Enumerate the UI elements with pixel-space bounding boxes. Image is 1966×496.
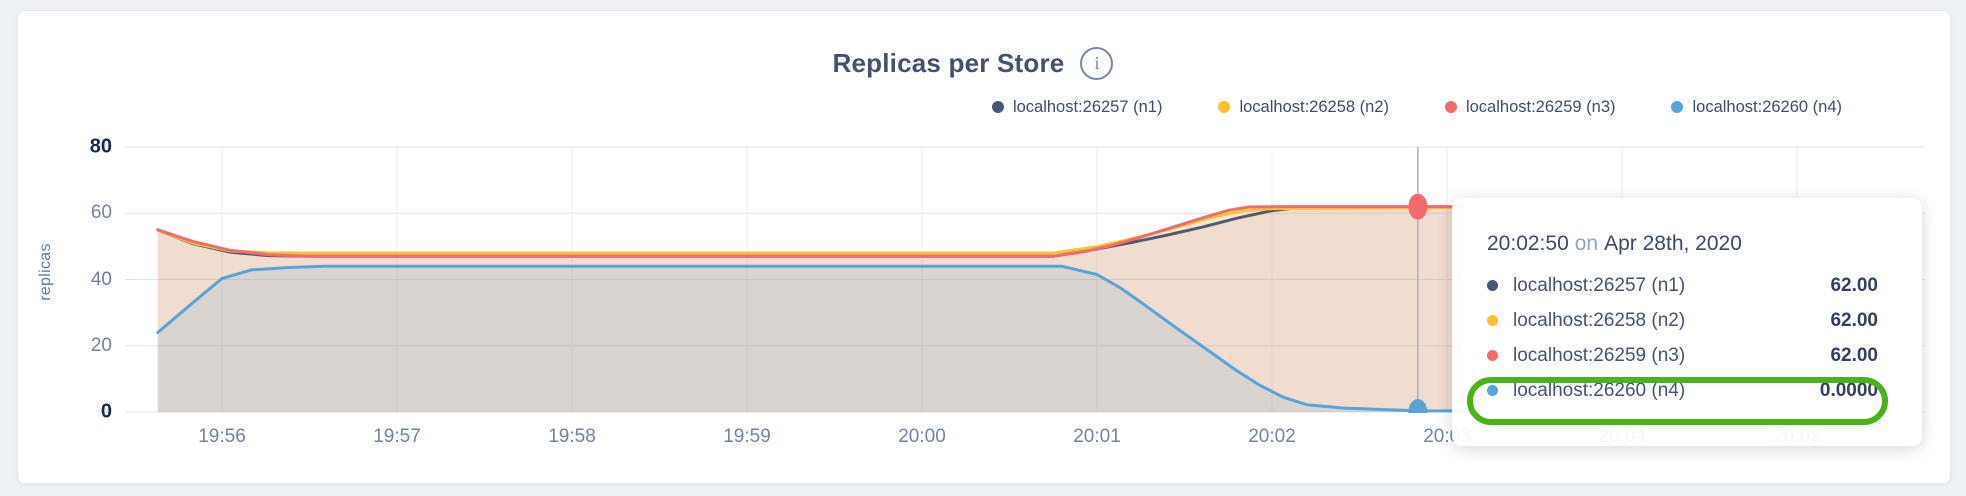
x-tick-label: 20:01: [1073, 426, 1121, 447]
x-tick-label: 19:59: [723, 426, 771, 447]
legend-dot-icon: [1444, 101, 1457, 113]
page-title: Replicas per Store: [832, 47, 1065, 78]
tooltip-row-n2: localhost:26258 (n2) 62.00: [1487, 303, 1878, 338]
tooltip-time: 20:02:50: [1487, 232, 1569, 255]
x-tick-label: 19:57: [373, 426, 421, 447]
series-dot-icon: [1487, 315, 1498, 326]
legend-item-n4[interactable]: localhost:26260 (n4): [1671, 98, 1842, 117]
legend-label: localhost:26258 (n2): [1239, 97, 1389, 116]
x-tick-label: 20:00: [898, 426, 946, 447]
y-tick-label: 60: [90, 202, 112, 224]
legend-item-n1[interactable]: localhost:26257 (n1): [991, 97, 1163, 117]
chart-legend: localhost:26257 (n1) localhost:26258 (n2…: [991, 95, 1842, 119]
tooltip-series-value: 62.00: [1830, 274, 1878, 296]
tooltip-separator: on: [1574, 232, 1599, 255]
tooltip-timestamp: 20:02:50 on Apr 28th, 2020: [1487, 232, 1878, 256]
tooltip-row-n1: localhost:26257 (n1) 62.00: [1487, 268, 1878, 303]
x-tick-label: 19:58: [548, 426, 596, 447]
tooltip-row-n4: localhost:26260 (n4) 0.0000: [1487, 373, 1878, 408]
info-icon[interactable]: i: [1080, 46, 1114, 80]
legend-label: localhost:26257 (n1): [1012, 97, 1163, 116]
y-tick-label: 0: [100, 400, 112, 423]
tooltip-series-value: 62.00: [1830, 309, 1878, 331]
y-axis-title: replicas: [37, 243, 54, 301]
legend-dot-icon: [1671, 101, 1684, 113]
series-dot-icon: [1487, 280, 1498, 291]
tooltip-series-value: 0.0000: [1819, 379, 1878, 401]
legend-dot-icon: [1218, 101, 1231, 113]
y-tick-label: 80: [89, 135, 112, 158]
legend-label: localhost:26259 (n3): [1465, 97, 1616, 116]
tooltip-series-name: localhost:26257 (n1): [1513, 274, 1686, 296]
y-tick-label: 20: [90, 334, 112, 356]
legend-item-n2[interactable]: localhost:26258 (n2): [1218, 98, 1389, 117]
series-dot-icon: [1487, 350, 1498, 361]
hover-tooltip: 20:02:50 on Apr 28th, 2020 localhost:26257…: [1452, 198, 1922, 446]
x-tick-label: 19:56: [198, 426, 246, 447]
tooltip-series-name: localhost:26259 (n3): [1513, 344, 1686, 366]
tooltip-date: Apr 28th, 2020: [1604, 232, 1742, 255]
x-tick-label: 20:02: [1248, 426, 1296, 447]
tooltip-row-n3: localhost:26259 (n3) 62.00: [1487, 338, 1878, 373]
legend-dot-icon: [991, 101, 1004, 113]
tooltip-series-value: 62.00: [1830, 344, 1878, 366]
y-tick-label: 40: [90, 268, 112, 290]
tooltip-series-name: localhost:26260 (n4): [1513, 379, 1686, 401]
tooltip-series-name: localhost:26258 (n2): [1513, 309, 1686, 331]
series-dot-icon: [1487, 385, 1498, 396]
legend-label: localhost:26260 (n4): [1692, 97, 1842, 116]
legend-item-n3[interactable]: localhost:26259 (n3): [1444, 97, 1616, 117]
